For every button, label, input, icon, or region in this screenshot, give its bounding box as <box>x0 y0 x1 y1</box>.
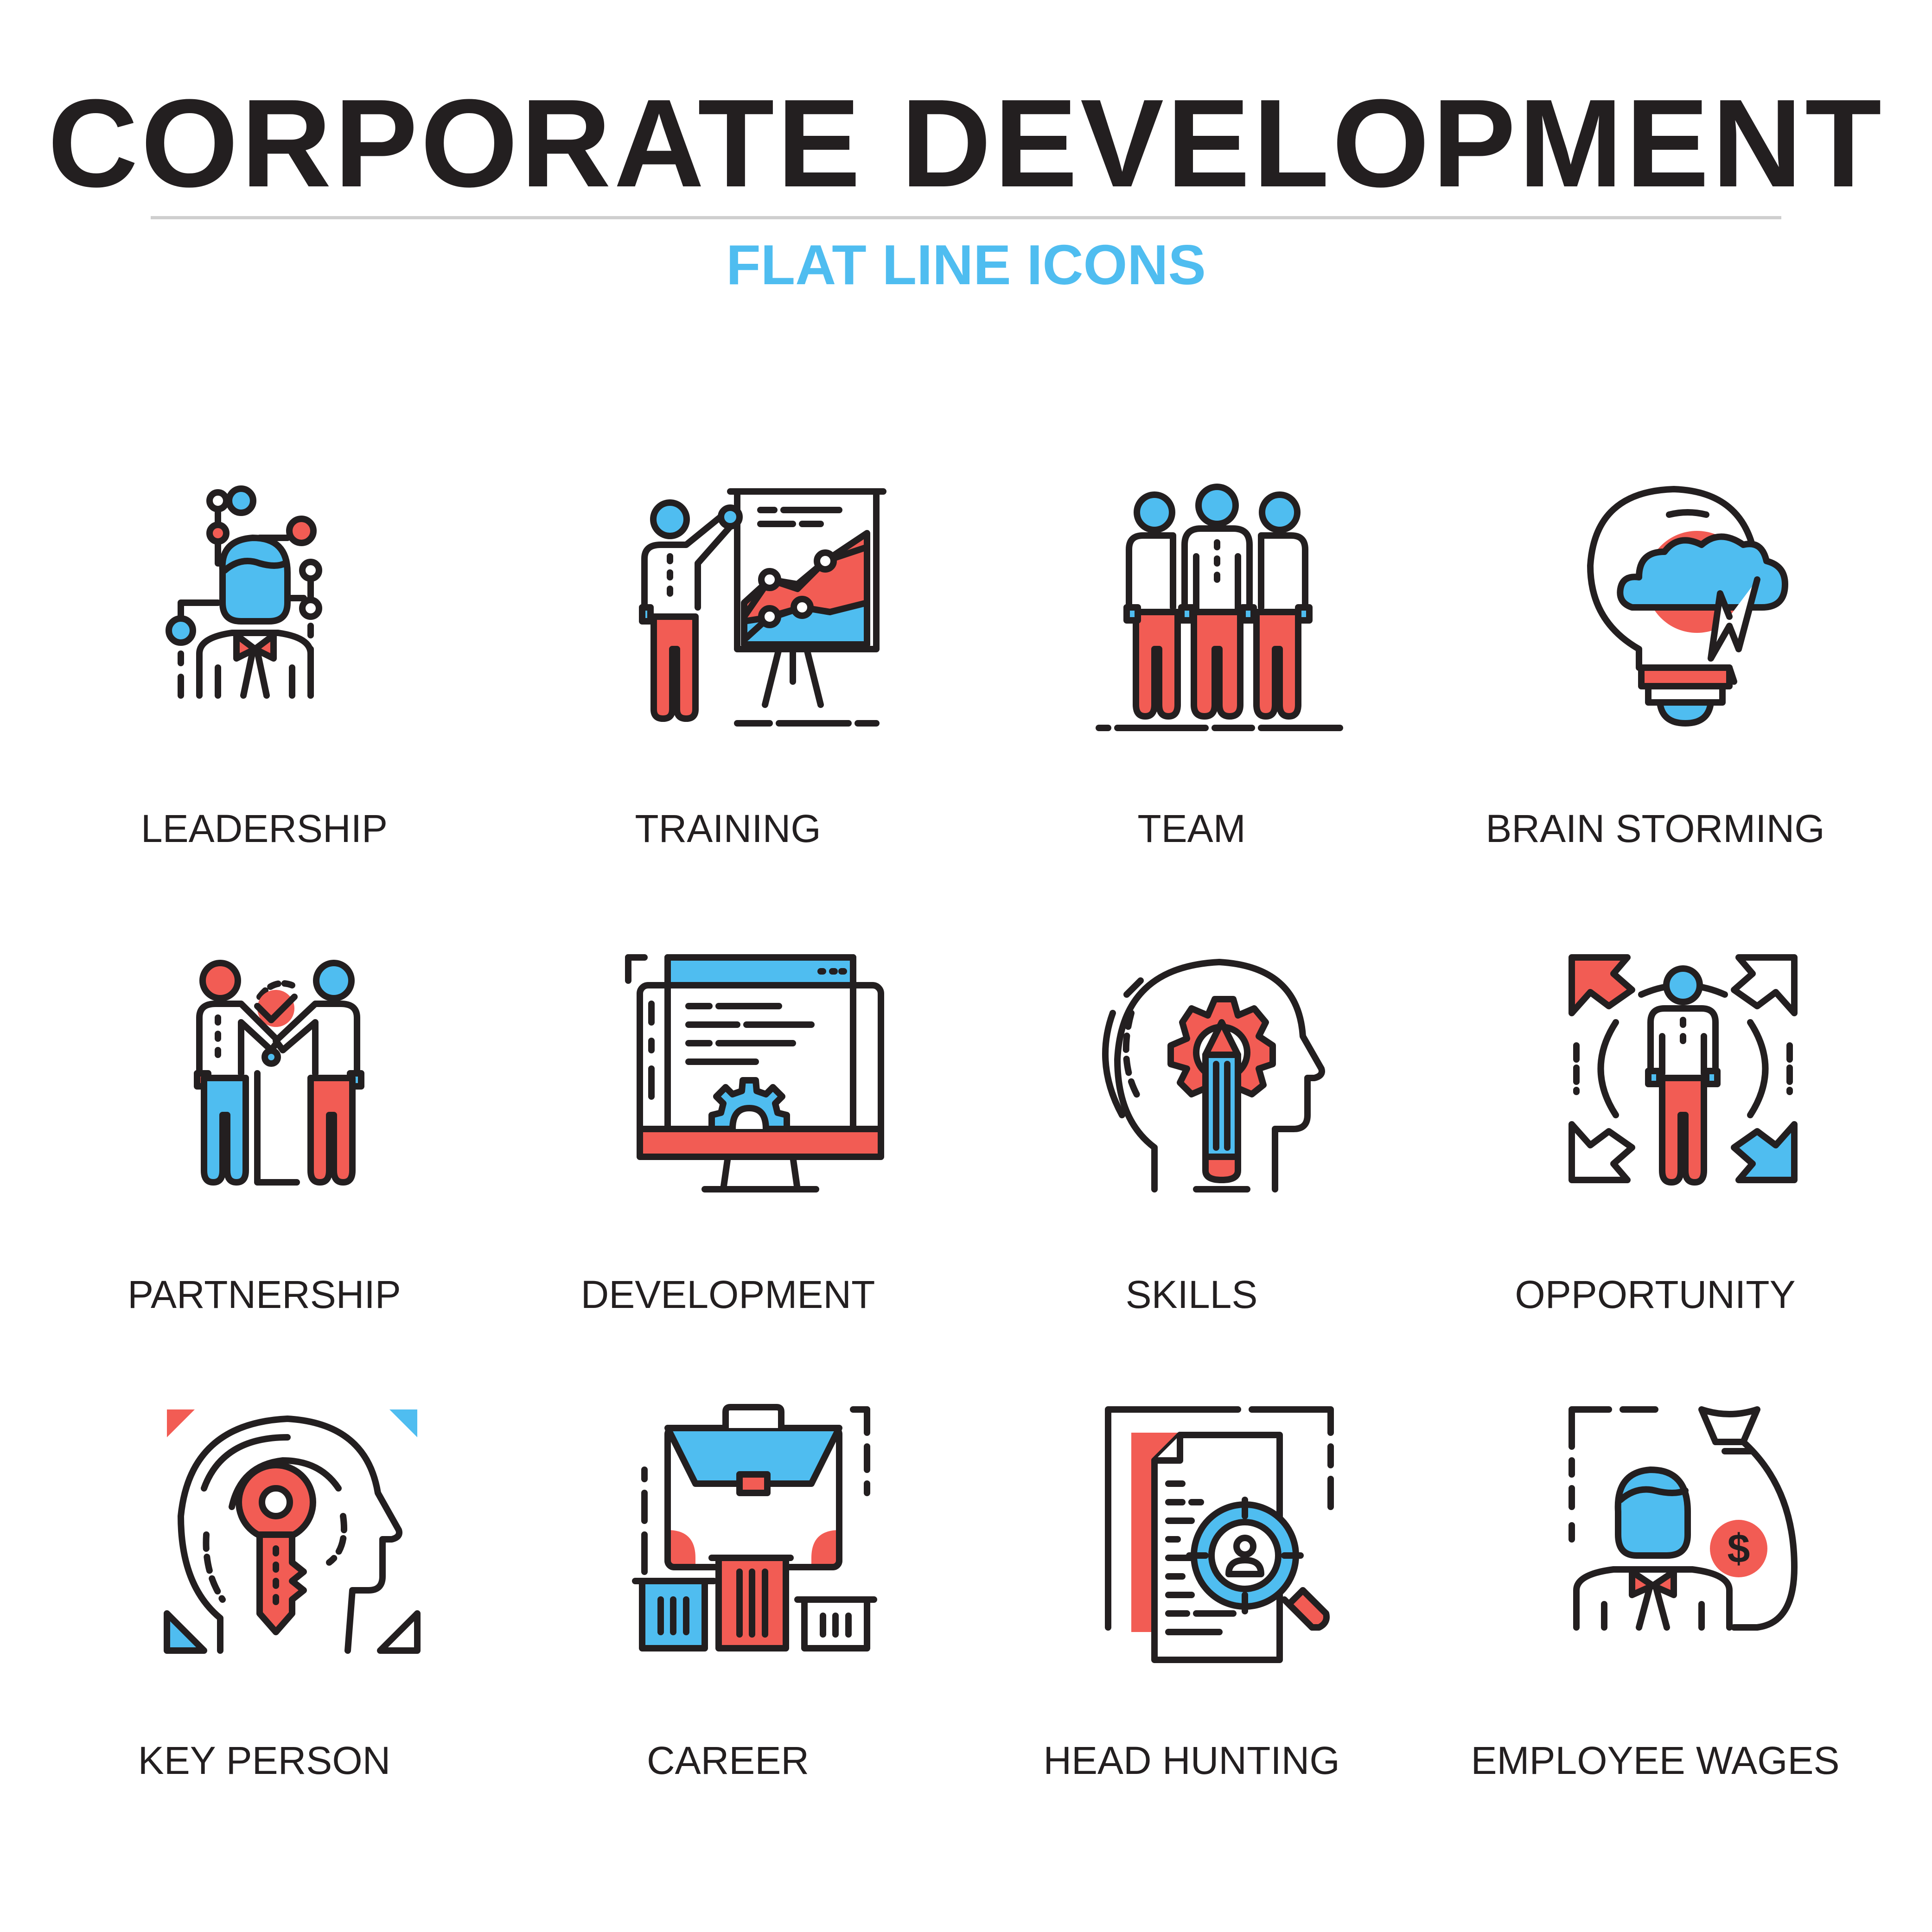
lightbulb-cloud-lightning-icon <box>1544 464 1822 742</box>
icon-label-team: TEAM <box>1137 807 1246 850</box>
icon-label-employee-wages: EMPLOYEE WAGES <box>1471 1739 1840 1782</box>
handshake-people-icon <box>153 930 431 1208</box>
icon-tile-team: TEAM <box>960 464 1423 927</box>
icon-tile-opportunity: OPPORTUNITY <box>1423 930 1887 1393</box>
person-money-bag-icon: $ <box>1544 1396 1822 1674</box>
icon-label-brain-storming: BRAIN STORMING <box>1486 807 1825 850</box>
icon-tile-partnership: PARTNERSHIP <box>32 930 496 1393</box>
icon-tile-skills: SKILLS <box>960 930 1423 1393</box>
icon-label-career: CAREER <box>646 1739 810 1782</box>
icon-tile-key-person: KEY PERSON <box>32 1396 496 1859</box>
title-divider <box>151 216 1781 219</box>
icon-label-development: DEVELOPMENT <box>580 1273 875 1316</box>
page-subtitle: FLAT LINE ICONS <box>726 233 1206 296</box>
icon-tile-development: DEVELOPMENT <box>496 930 960 1393</box>
head-gear-pencil-icon <box>1080 930 1358 1208</box>
head-key-icon <box>153 1409 431 1674</box>
icon-label-key-person: KEY PERSON <box>138 1739 391 1782</box>
presenter-chart-board-icon <box>617 464 895 742</box>
icon-tile-head-hunting: HEAD HUNTING <box>960 1396 1423 1859</box>
svg-text:$: $ <box>1728 1525 1750 1571</box>
monitor-gear-code-icon <box>617 930 895 1208</box>
three-people-team-icon <box>1080 464 1358 742</box>
icon-label-skills: SKILLS <box>1125 1273 1258 1316</box>
icon-tile-training: TRAINING <box>496 464 960 927</box>
icon-label-head-hunting: HEAD HUNTING <box>1043 1739 1340 1782</box>
icon-tile-employee-wages: $ EMPLOYEE WAGES <box>1423 1396 1887 1859</box>
icon-label-opportunity: OPPORTUNITY <box>1515 1273 1796 1316</box>
leader-person-network-icon <box>153 464 431 742</box>
page-title: CORPORATE DEVELOPMENT <box>47 74 1885 213</box>
icon-label-partnership: PARTNERSHIP <box>128 1273 401 1316</box>
icon-label-leadership: LEADERSHIP <box>140 807 388 850</box>
icon-tile-career: CAREER <box>496 1396 960 1859</box>
icon-tile-leadership: LEADERSHIP <box>32 464 496 927</box>
resume-magnifier-icon <box>1080 1396 1358 1674</box>
icon-label-training: TRAINING <box>635 807 821 850</box>
person-four-arrows-icon <box>1544 930 1822 1208</box>
icon-tile-brain-storming: BRAIN STORMING <box>1423 464 1887 927</box>
briefcase-podium-icon <box>617 1396 895 1674</box>
